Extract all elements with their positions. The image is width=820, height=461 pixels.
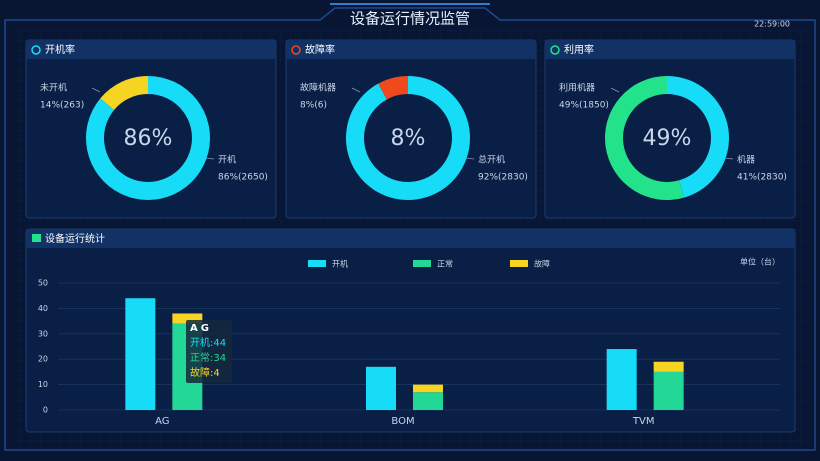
bar-segment — [653, 361, 684, 372]
slice-value: 49%(1850) — [559, 101, 609, 111]
slice-value: 86%(2650) — [218, 173, 268, 183]
bar — [125, 298, 156, 410]
panel-title: 利用率 — [564, 43, 594, 56]
leader-line — [351, 87, 361, 93]
leader-line — [724, 157, 734, 160]
center-value: 86% — [124, 126, 173, 151]
donut-slice — [378, 76, 408, 100]
bar-segment — [413, 384, 443, 393]
leader-line — [465, 157, 475, 160]
panel-icon — [550, 45, 560, 55]
y-tick-label: 30 — [38, 329, 48, 338]
slice-value: 92%(2830) — [478, 173, 528, 183]
slice-label: 开机 — [218, 154, 236, 166]
donut-slice — [667, 76, 729, 198]
y-tick-label: 20 — [38, 355, 48, 364]
legend-label: 故障 — [534, 259, 550, 269]
donut-slice — [605, 76, 685, 200]
bar-segment — [413, 392, 443, 410]
slice-value: 14%(263) — [40, 101, 84, 111]
legend-swatch — [308, 260, 326, 267]
leader-line — [91, 87, 101, 93]
center-value: 49% — [643, 126, 692, 151]
y-tick-label: 50 — [38, 279, 48, 288]
tooltip: AG 开机:44 正常:34 故障:4 — [186, 320, 232, 383]
y-tick-label: 0 — [43, 406, 48, 415]
tooltip-row: 故障:4 — [190, 368, 220, 379]
panel-icon — [32, 234, 41, 242]
tooltip-name: 正常 — [190, 353, 210, 364]
slice-value: 8%(6) — [300, 101, 327, 111]
tooltip-row: 开机:44 — [190, 338, 227, 349]
legend-swatch — [510, 260, 528, 267]
bar — [366, 366, 396, 410]
legend-swatch — [413, 260, 431, 267]
panel-title: 故障率 — [305, 43, 335, 56]
slice-label: 机器 — [737, 154, 755, 166]
tooltip-name: 开机 — [190, 338, 210, 349]
center-value: 8% — [391, 126, 426, 151]
panel-icon — [31, 45, 41, 55]
panel-head — [26, 40, 276, 59]
bar — [606, 349, 637, 410]
bar-segment — [653, 371, 684, 410]
tooltip-value: 34 — [213, 353, 227, 364]
header-title: 设备运行情况监管 — [350, 10, 470, 28]
unit-label: 单位（台） — [740, 257, 780, 267]
x-tick-label: TVM — [632, 416, 655, 427]
panel-icon — [291, 45, 301, 55]
bar-segment — [172, 313, 203, 324]
x-tick-label: AG — [155, 416, 169, 427]
panel-title: 开机率 — [45, 43, 75, 56]
leader-line — [205, 157, 215, 160]
tooltip-title: AG — [190, 323, 212, 334]
slice-label: 利用机器 — [559, 82, 595, 94]
x-tick-label: BOM — [391, 416, 414, 427]
panel-head — [286, 40, 536, 59]
slice-label: 未开机 — [40, 82, 67, 94]
slice-label: 总开机 — [478, 154, 505, 166]
panel-title: 设备运行统计 — [45, 232, 105, 245]
slice-label: 故障机器 — [300, 82, 336, 94]
tooltip-row: 正常:34 — [190, 353, 227, 364]
panel-head — [26, 229, 795, 248]
y-tick-label: 40 — [38, 304, 48, 313]
donut-slice — [100, 76, 148, 110]
y-tick-label: 10 — [38, 380, 48, 389]
slice-value: 41%(2830) — [737, 173, 787, 183]
legend-label: 开机 — [332, 259, 348, 269]
frame — [4, 7, 816, 451]
leader-line — [610, 87, 620, 93]
tooltip-value: 4 — [213, 368, 220, 379]
legend-label: 正常 — [437, 260, 453, 269]
tooltip-name: 故障 — [190, 368, 210, 379]
clock: 22:59:00 — [754, 20, 790, 29]
panel-head — [545, 40, 795, 59]
tooltip-value: 44 — [213, 338, 227, 349]
